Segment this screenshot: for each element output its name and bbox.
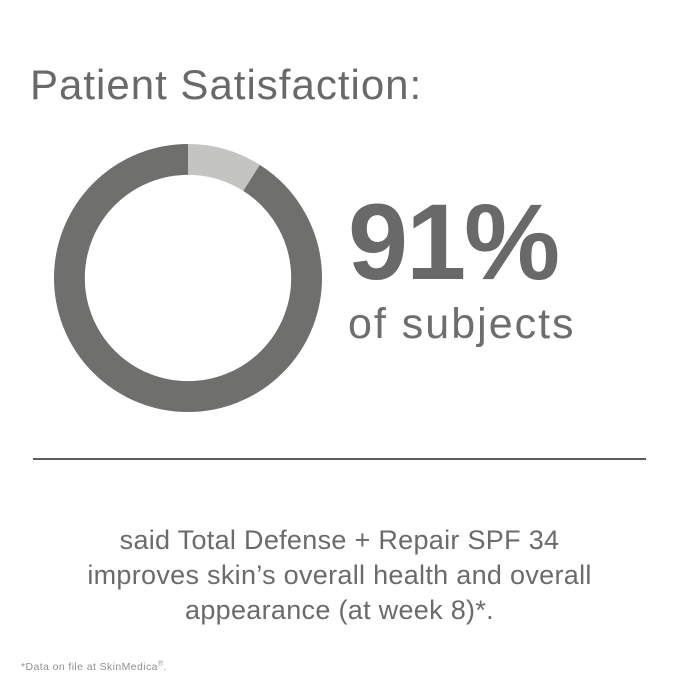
footnote-period: . (163, 660, 167, 673)
donut-chart-svg (54, 144, 322, 412)
claim-line-1: said Total Defense + Repair SPF 34 (119, 525, 560, 555)
satisfaction-donut-chart (54, 144, 322, 412)
claim-line-2: improves skin’s overall health and overa… (87, 560, 592, 590)
claim-line-3: appearance (at week 8)*. (185, 595, 494, 625)
footnote: *Data on file at SkinMedica®. (21, 660, 167, 673)
stat-value: 91% (348, 181, 560, 302)
claim-text: said Total Defense + Repair SPF 34 improv… (0, 523, 679, 628)
divider-rule (33, 458, 646, 460)
footnote-text: *Data on file at SkinMedica (21, 660, 158, 673)
stat-label: of subjects (348, 300, 576, 348)
page-title: Patient Satisfaction: (30, 61, 423, 109)
registered-trademark-symbol: ® (157, 660, 164, 667)
donut-slice-satisfied-subjects (54, 144, 322, 412)
stat-block: 91% of subjects (348, 188, 576, 349)
